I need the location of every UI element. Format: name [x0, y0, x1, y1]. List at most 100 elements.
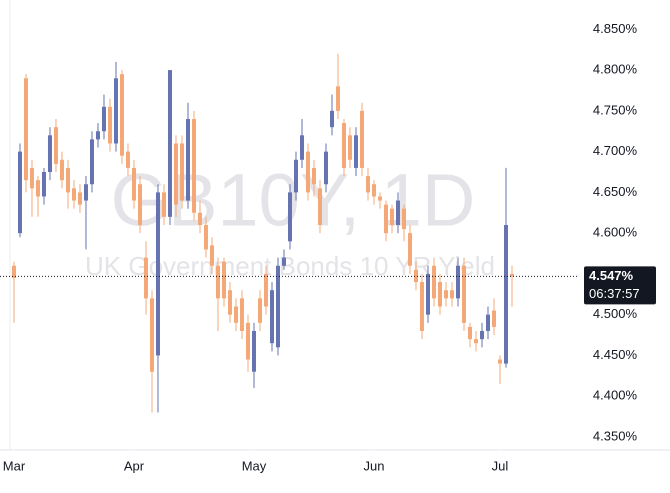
candle-body: [275, 265, 280, 348]
price-label-box: [584, 266, 656, 305]
candle-body: [455, 265, 460, 299]
candle-body: [137, 184, 142, 225]
candle-body: [251, 330, 256, 372]
candle-body: [395, 200, 400, 225]
y-tick-label: 4.650%: [593, 184, 638, 199]
candle-body: [113, 78, 118, 144]
candle-body: [59, 159, 64, 181]
candle-body: [221, 261, 226, 299]
candle-body: [437, 282, 442, 307]
candle-body: [425, 273, 430, 315]
candle-body: [497, 359, 502, 364]
candle-body: [467, 326, 472, 340]
candle-body: [503, 225, 508, 364]
candle-body: [341, 123, 346, 168]
candle-body: [203, 225, 208, 250]
candle-body: [11, 265, 16, 278]
candle-body: [95, 131, 100, 140]
candle-body: [161, 192, 166, 217]
candle-body: [185, 119, 190, 201]
candle-body: [167, 70, 172, 217]
x-tick-label: May: [242, 458, 267, 473]
candle-body: [149, 298, 154, 372]
candle-body: [287, 192, 292, 242]
candle-body: [83, 184, 88, 201]
candle-body: [215, 265, 220, 299]
y-tick-label: 4.500%: [593, 306, 638, 321]
candle-body: [413, 269, 418, 283]
candle-body: [107, 106, 112, 144]
candle-body: [131, 167, 136, 201]
candle-body: [311, 167, 316, 185]
candle-body: [383, 204, 388, 234]
candle-body: [65, 167, 70, 193]
candle-body: [41, 172, 46, 197]
candle-body: [257, 298, 262, 323]
y-tick-label: 4.450%: [593, 347, 638, 362]
candle-body: [359, 110, 364, 168]
x-tick-label: Apr: [124, 458, 145, 473]
y-tick-label: 4.850%: [593, 21, 638, 36]
y-tick-label: 4.600%: [593, 225, 638, 240]
y-tick-label: 4.800%: [593, 62, 638, 77]
candle-body: [17, 151, 22, 234]
candle-body: [431, 265, 436, 299]
y-tick-label: 4.400%: [593, 388, 638, 403]
candle-body: [101, 106, 106, 132]
candle-body: [479, 330, 484, 340]
candle-body: [239, 298, 244, 331]
candle-body: [419, 282, 424, 331]
last-price-label: 4.547%: [589, 268, 634, 283]
candle-body: [443, 290, 448, 299]
candle-body: [227, 290, 232, 315]
candle-body: [119, 74, 124, 156]
candle-body: [29, 167, 34, 189]
candle-body: [293, 159, 298, 193]
candle-body: [263, 273, 268, 307]
candle-body: [353, 135, 358, 168]
candle-body: [209, 245, 214, 266]
candle-body: [305, 151, 310, 193]
candle-body: [329, 110, 334, 128]
candle-body: [173, 143, 178, 205]
x-tick-label: Mar: [3, 458, 26, 473]
candle-body: [191, 119, 196, 213]
candle-body: [473, 339, 478, 344]
candle-body: [245, 322, 250, 360]
candle-body: [491, 310, 496, 327]
y-tick-label: 4.350%: [593, 428, 638, 443]
y-tick-label: 4.700%: [593, 143, 638, 158]
candle-body: [365, 176, 370, 193]
candle-body: [143, 257, 148, 299]
candle-body: [47, 135, 52, 173]
candle-body: [89, 139, 94, 185]
candle-body: [155, 192, 160, 356]
candle-body: [281, 257, 286, 266]
candle-body: [233, 306, 238, 323]
candle-body: [485, 314, 490, 331]
y-tick-label: 4.750%: [593, 102, 638, 117]
candle-body: [299, 135, 304, 160]
candle-body: [401, 208, 406, 230]
candle-body: [449, 290, 454, 299]
candle-body: [377, 196, 382, 201]
candle-body: [125, 151, 130, 168]
candle-body: [71, 188, 76, 201]
candle-body: [461, 265, 466, 323]
candle-body: [23, 78, 28, 181]
candle-body: [347, 135, 352, 160]
candle-body: [53, 127, 58, 164]
x-tick-label: Jun: [364, 458, 385, 473]
candle-body: [197, 212, 202, 225]
candle-body: [407, 233, 412, 266]
candle-body: [371, 184, 376, 197]
candle-body: [335, 86, 340, 111]
candle-body: [323, 151, 328, 185]
candle-body: [317, 188, 322, 225]
countdown: 06:37:57: [589, 286, 640, 301]
candle-body: [509, 273, 514, 277]
candle-body: [389, 208, 394, 225]
candle-body: [35, 180, 40, 197]
